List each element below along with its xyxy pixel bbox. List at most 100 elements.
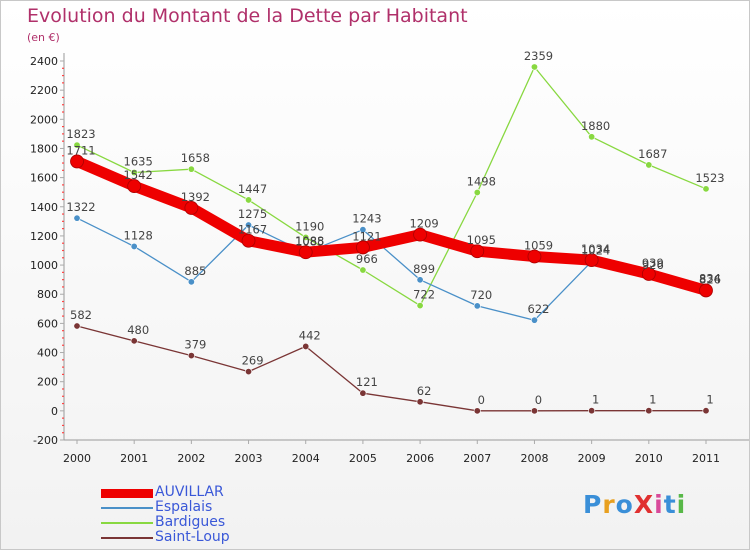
legend-label-saint-loup: Saint-Loup: [155, 529, 230, 545]
data-point-auvillar: [641, 267, 656, 281]
data-label-espalais: 622: [527, 302, 549, 316]
y-tick-label: 1800: [30, 142, 58, 155]
data-label-saint-loup: 121: [356, 375, 378, 389]
data-label-auvillar: 1711: [66, 143, 95, 157]
data-point-bardigues: [416, 302, 424, 310]
y-tick-label: 2000: [30, 113, 58, 126]
y-tick-label: 200: [37, 376, 58, 389]
x-tick-label: 2008: [520, 452, 548, 465]
chart-subtitle: (en €): [27, 31, 60, 44]
legend-swatch-espalais: [101, 507, 153, 509]
data-label-saint-loup: 62: [417, 384, 432, 398]
data-label-auvillar: 1392: [181, 190, 210, 204]
chart-axes: -200020040060080010001200140016001800200…: [30, 53, 749, 465]
data-label-saint-loup: 1: [592, 393, 599, 407]
proxiti-logo: ProXiti: [583, 490, 686, 519]
data-point-espalais: [416, 276, 424, 284]
logo-letter: i: [676, 490, 687, 519]
x-tick-label: 2007: [463, 452, 491, 465]
series-line-bardigues: [76, 66, 707, 307]
data-point-auvillar: [184, 201, 199, 215]
legend-label-auvillar: AUVILLAR: [155, 484, 224, 500]
y-tick-label: 800: [37, 288, 58, 301]
data-label-bardigues: 1880: [581, 119, 610, 133]
data-point-saint-loup: [588, 407, 596, 415]
x-tick-label: 2009: [578, 452, 606, 465]
data-point-auvillar: [241, 233, 256, 248]
x-tick-label: 2006: [406, 452, 434, 465]
data-point-saint-loup: [73, 322, 81, 330]
data-label-saint-loup: 0: [535, 393, 542, 407]
y-tick-label: 1200: [30, 230, 58, 243]
x-tick-label: 2005: [349, 452, 377, 465]
data-point-bardigues: [73, 141, 81, 149]
data-point-espalais: [245, 221, 253, 229]
data-label-bardigues: 2359: [524, 49, 553, 63]
data-label-bardigues: 1635: [124, 155, 153, 169]
data-label-espalais: 1275: [238, 207, 267, 221]
data-point-bardigues: [187, 165, 195, 173]
data-label-auvillar: 1095: [467, 233, 496, 247]
logo-letter: P: [583, 490, 603, 519]
data-point-espalais: [73, 214, 81, 222]
data-label-auvillar: 1209: [409, 217, 438, 231]
data-label-auvillar: 826: [699, 272, 721, 286]
data-point-espalais: [359, 226, 367, 234]
x-tick-label: 2010: [635, 452, 663, 465]
data-label-auvillar: 939: [642, 256, 664, 270]
data-label-auvillar: 1034: [581, 242, 610, 256]
x-tick-label: 2004: [292, 452, 320, 465]
data-point-saint-loup: [130, 337, 138, 345]
data-point-bardigues: [473, 188, 481, 196]
data-label-bardigues: 1447: [238, 182, 267, 196]
data-label-espalais: 720: [470, 288, 492, 302]
data-label-saint-loup: 442: [299, 328, 321, 342]
data-label-bardigues: 722: [413, 288, 435, 302]
data-point-espalais: [187, 278, 195, 286]
data-point-auvillar: [527, 249, 542, 264]
series-points: [70, 63, 713, 415]
data-point-saint-loup: [530, 407, 538, 415]
data-label-auvillar: 1121: [352, 229, 381, 243]
data-label-bardigues: 1498: [467, 174, 496, 188]
y-tick-label: 600: [37, 317, 58, 330]
y-tick-label: 2200: [30, 84, 58, 97]
data-label-auvillar: 1088: [295, 234, 324, 248]
data-point-bardigues: [702, 185, 710, 193]
data-label-auvillar: 1542: [124, 168, 153, 182]
data-label-saint-loup: 379: [184, 338, 206, 352]
data-point-saint-loup: [645, 407, 653, 415]
data-label-saint-loup: 582: [70, 308, 92, 322]
data-point-saint-loup: [473, 407, 481, 415]
data-label-saint-loup: 480: [127, 323, 149, 337]
logo-letter: o: [615, 490, 634, 519]
data-point-bardigues: [130, 169, 138, 177]
data-label-saint-loup: 1: [649, 393, 656, 407]
y-tick-label: 1000: [30, 259, 58, 272]
data-label-bardigues: 1823: [66, 127, 95, 141]
data-point-auvillar: [356, 240, 370, 255]
x-tick-label: 2002: [177, 452, 205, 465]
data-point-bardigues: [588, 133, 596, 141]
data-point-auvillar: [470, 244, 485, 259]
legend-swatch-auvillar: [101, 488, 153, 498]
data-label-bardigues: 1658: [181, 151, 210, 165]
legend-label-espalais: Espalais: [155, 499, 213, 515]
y-tick-label: 1600: [30, 172, 58, 185]
data-label-saint-loup: 0: [478, 393, 485, 407]
legend-swatch-bardigues: [101, 522, 153, 524]
data-point-saint-loup: [359, 389, 367, 397]
data-label-bardigues: 1687: [638, 147, 667, 161]
data-point-espalais: [130, 242, 138, 250]
y-tick-label: 0: [51, 405, 58, 418]
data-point-saint-loup: [702, 407, 710, 415]
x-tick-label: 2000: [63, 452, 91, 465]
data-label-espalais: 926: [642, 258, 664, 272]
logo-letter: r: [602, 490, 616, 519]
y-tick-label: -200: [33, 434, 58, 447]
data-label-espalais: 1243: [352, 212, 381, 226]
data-point-bardigues: [302, 233, 310, 241]
data-point-bardigues: [245, 196, 253, 204]
